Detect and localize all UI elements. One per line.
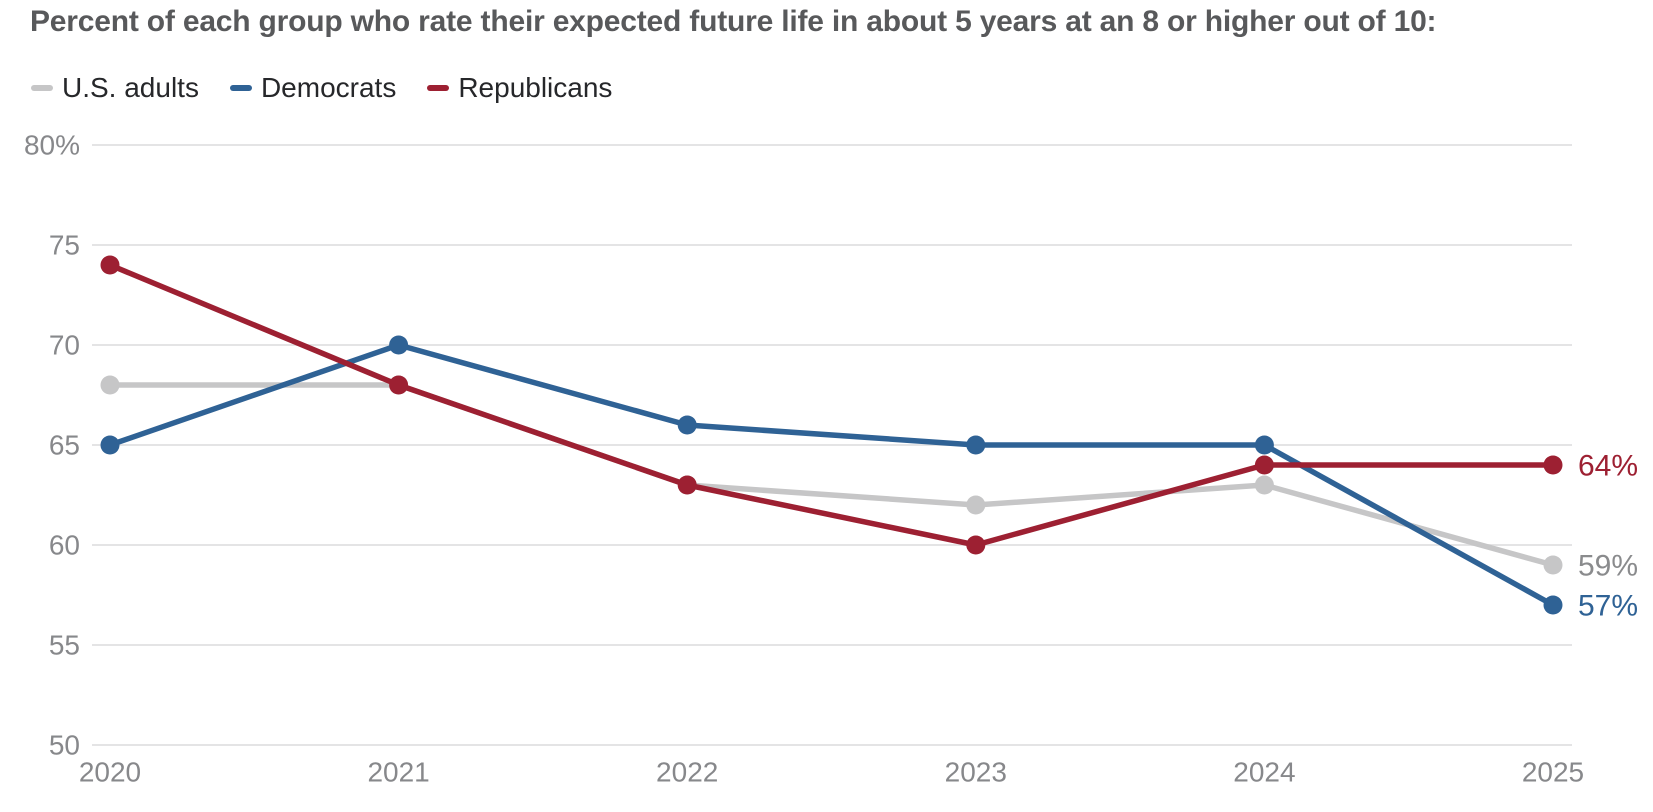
data-point-republicans-2024 <box>1254 455 1274 475</box>
data-point-u-s-adults-2023 <box>966 495 986 515</box>
legend-item-u-s-adults: U.S. adults <box>31 72 199 104</box>
data-point-republicans-2022 <box>677 475 697 495</box>
data-point-democrats-2020 <box>100 435 120 455</box>
end-value-label-republicans: 64% <box>1578 450 1638 483</box>
legend-item-republicans: Republicans <box>427 72 612 104</box>
data-point-u-s-adults-2020 <box>100 375 120 395</box>
x-tick-label: 2024 <box>1233 757 1295 788</box>
y-tick-label: 60 <box>49 530 80 561</box>
legend-item-democrats: Democrats <box>229 72 397 104</box>
x-tick-label: 2023 <box>945 757 1007 788</box>
data-point-democrats-2023 <box>966 435 986 455</box>
data-point-democrats-2021 <box>389 335 409 355</box>
y-tick-label: 65 <box>49 430 80 461</box>
chart-legend: U.S. adults Democrats Republicans <box>31 72 612 104</box>
y-tick-label: 75 <box>49 230 80 261</box>
series-line-republicans <box>107 262 1556 548</box>
end-value-label-u-s-adults: 59% <box>1578 550 1638 583</box>
legend-swatch-icon <box>427 85 450 91</box>
legend-swatch-icon <box>31 85 53 91</box>
data-point-republicans-2025 <box>1543 455 1563 475</box>
end-value-label-democrats: 57% <box>1578 590 1638 623</box>
data-point-republicans-2020 <box>100 255 120 275</box>
legend-swatch-icon <box>229 85 252 91</box>
y-tick-label: 50 <box>49 730 80 761</box>
data-point-u-s-adults-2024 <box>1254 475 1274 495</box>
legend-label: U.S. adults <box>62 72 199 103</box>
data-point-u-s-adults-2025 <box>1543 555 1563 575</box>
y-tick-label: 55 <box>49 630 80 661</box>
y-tick-label: 80% <box>24 130 80 161</box>
data-point-democrats-2024 <box>1254 435 1274 455</box>
x-tick-label: 2021 <box>367 757 429 788</box>
x-tick-label: 2025 <box>1522 757 1584 788</box>
series-line-democrats <box>107 342 1556 608</box>
data-point-democrats-2022 <box>677 415 697 435</box>
x-tick-label: 2020 <box>79 757 141 788</box>
legend-label: Democrats <box>260 72 397 103</box>
series-line-u-s-adults <box>107 382 1556 568</box>
data-point-republicans-2023 <box>966 535 986 555</box>
x-tick-label: 2022 <box>656 757 718 788</box>
data-point-democrats-2025 <box>1543 595 1563 615</box>
data-point-republicans-2021 <box>389 375 409 395</box>
legend-label: Republicans <box>458 72 613 103</box>
y-tick-label: 70 <box>49 330 80 361</box>
chart-title: Percent of each group who rate their exp… <box>30 5 1437 38</box>
